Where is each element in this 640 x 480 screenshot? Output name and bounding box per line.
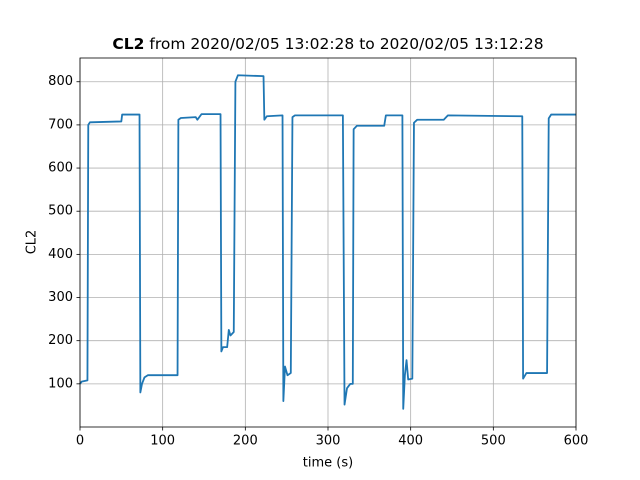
y-tick-label: 800 (48, 74, 73, 89)
y-tick-label: 200 (48, 333, 73, 348)
y-tick-label: 300 (48, 290, 73, 305)
chart-title: CL2 from 2020/02/05 13:02:28 to 2020/02/… (112, 35, 543, 53)
x-tick-label: 600 (564, 434, 589, 449)
plot (79, 74, 576, 410)
y-tick-label: 600 (48, 161, 73, 176)
y-tick-label: 100 (48, 376, 73, 391)
grid (79, 58, 577, 427)
title-rest: from 2020/02/05 13:02:28 to 2020/02/05 1… (149, 35, 543, 53)
x-tick-label: 500 (481, 434, 506, 449)
y-tick-label: 700 (48, 117, 73, 132)
y-tick-label: 500 (48, 204, 73, 219)
data-line (79, 74, 576, 410)
x-tick-label: 200 (233, 434, 258, 449)
x-axis-label: time (s) (303, 456, 353, 471)
x-tick-label: 400 (398, 434, 423, 449)
title-bold: CL2 (112, 35, 144, 53)
x-tick-label: 300 (316, 434, 341, 449)
y-axis-label: CL2 (25, 230, 40, 255)
x-tick-label: 100 (150, 434, 175, 449)
y-tick-label: 400 (48, 247, 73, 262)
x-tick-label: 0 (76, 434, 84, 449)
